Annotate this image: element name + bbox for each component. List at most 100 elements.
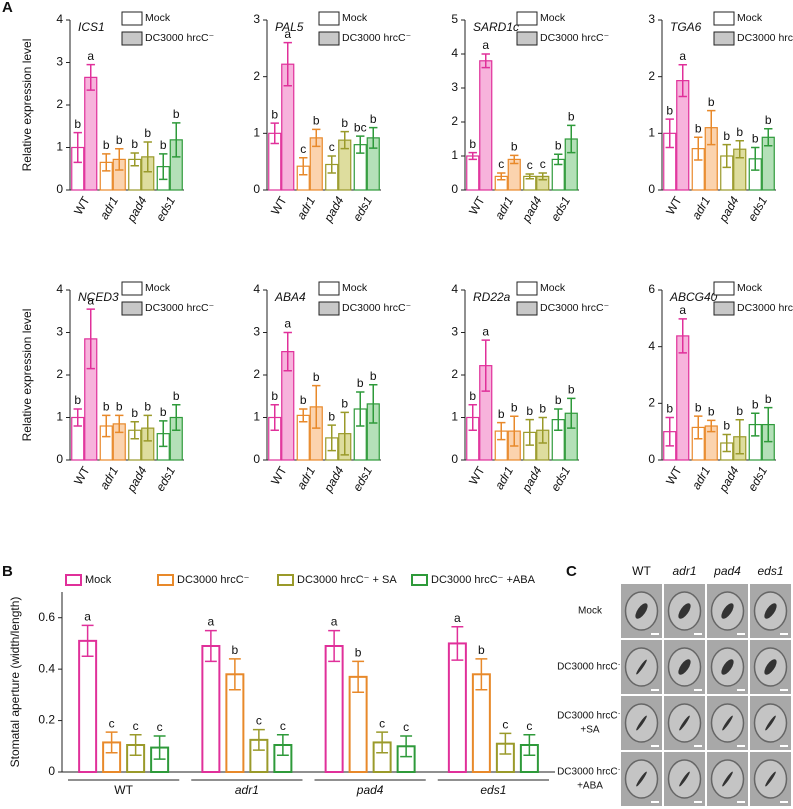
legend-label: DC3000 hrcC⁻ <box>342 32 412 44</box>
legend-swatch <box>516 301 538 316</box>
error-bar <box>567 397 576 429</box>
error-bar <box>707 109 716 146</box>
x-tick-label: eds1 <box>745 464 770 494</box>
legend-label: DC3000 hrcC⁻ +ABA <box>431 574 536 586</box>
significance-letter: a <box>84 610 91 624</box>
stomatal-pore <box>765 715 776 731</box>
significance-letter: b <box>144 126 151 140</box>
error-bar <box>376 731 389 754</box>
error-bar <box>143 141 152 173</box>
legend-swatch <box>516 31 538 46</box>
legend-swatch <box>121 11 143 26</box>
error-bar <box>102 153 111 172</box>
y-tick-label: 0 <box>48 764 55 778</box>
error-bar <box>105 731 118 754</box>
error-bar <box>554 153 563 166</box>
significance-letter: b <box>752 132 759 146</box>
stomatal-pore <box>765 771 776 787</box>
significance-letter: a <box>679 49 686 63</box>
error-bar <box>665 118 674 149</box>
significance-letter: b <box>752 397 759 411</box>
legend-label: Mock <box>737 12 763 24</box>
y-tick-label: 3 <box>648 12 655 26</box>
error-bar <box>228 658 241 691</box>
y-tick-label: 3 <box>56 55 63 69</box>
legend-swatch <box>318 281 340 296</box>
error-bar <box>130 421 139 440</box>
error-bar <box>283 41 292 87</box>
significance-letter: a <box>284 27 291 41</box>
significance-letter: b <box>328 409 335 423</box>
y-axis-label: Stomatal aperture (width/length) <box>8 597 22 768</box>
stomatal-pore <box>636 771 647 787</box>
significance-letter: b <box>498 407 505 421</box>
error-bar <box>81 624 94 658</box>
significance-letter: b <box>116 400 123 414</box>
panel-label: A <box>2 0 13 16</box>
error-bar <box>340 411 349 456</box>
error-bar <box>722 433 731 453</box>
error-bar <box>678 318 687 354</box>
error-bar <box>172 404 181 431</box>
significance-letter: b <box>160 138 167 152</box>
x-tick-label: adr1 <box>294 194 318 222</box>
error-bar <box>327 155 336 174</box>
stomatal-pore <box>721 659 734 675</box>
column-header: adr1 <box>672 564 696 578</box>
significance-letter: b <box>173 389 180 403</box>
error-bar <box>312 128 321 148</box>
significance-letter: b <box>232 643 239 657</box>
stomatal-pore <box>679 771 690 787</box>
chart-title: TGA6 <box>670 20 702 34</box>
y-tick-label: 0 <box>451 182 458 196</box>
significance-letter: c <box>526 719 532 733</box>
significance-letter: b <box>469 389 476 403</box>
error-bar <box>327 424 336 452</box>
significance-letter: b <box>568 110 575 124</box>
error-bar <box>204 629 217 663</box>
significance-letter: c <box>379 716 385 730</box>
x-tick-label: adr1 <box>689 194 713 222</box>
panel-label: C <box>566 563 577 580</box>
significance-letter: b <box>736 404 743 418</box>
error-bar <box>276 733 289 757</box>
y-tick-label: 0 <box>648 182 655 196</box>
significance-letter: b <box>736 125 743 139</box>
legend-swatch <box>516 11 538 26</box>
error-bar <box>481 339 490 392</box>
legend-label: DC3000 hrcC⁻ <box>145 32 215 44</box>
stomatal-pore <box>678 603 691 619</box>
error-bar <box>86 63 95 91</box>
significance-letter: b <box>355 646 362 660</box>
significance-letter: c <box>540 157 546 171</box>
y-tick-label: 1 <box>451 148 458 162</box>
x-tick-label: WT <box>71 464 93 488</box>
x-tick-label: pad4 <box>321 194 347 225</box>
y-tick-label: 2 <box>253 69 260 83</box>
x-tick-label: WT <box>268 194 290 218</box>
stomatal-pore <box>722 771 733 787</box>
legend-label: Mock <box>540 282 566 294</box>
row-label: Mock <box>578 606 603 617</box>
significance-letter: b <box>511 139 518 153</box>
significance-letter: a <box>87 293 94 307</box>
bar <box>201 645 221 773</box>
y-tick-label: 2 <box>451 367 458 381</box>
significance-letter: b <box>103 400 110 414</box>
significance-letter: b <box>666 402 673 416</box>
error-bar <box>299 408 308 423</box>
error-bar <box>328 629 341 663</box>
significance-letter: b <box>695 121 702 135</box>
column-header: eds1 <box>757 564 783 578</box>
significance-letter: b <box>708 95 715 109</box>
legend-label: DC3000 hrcC⁻ <box>177 574 250 586</box>
bar <box>84 76 98 191</box>
significance-letter: b <box>357 376 364 390</box>
significance-letter: c <box>329 140 335 154</box>
bar <box>479 60 493 191</box>
significance-letter: b <box>555 138 562 152</box>
significance-letter: b <box>341 397 348 411</box>
x-tick-label: pad4 <box>356 783 384 797</box>
error-bar <box>722 143 731 169</box>
legend-label: DC3000 hrcC⁻ <box>540 302 610 314</box>
